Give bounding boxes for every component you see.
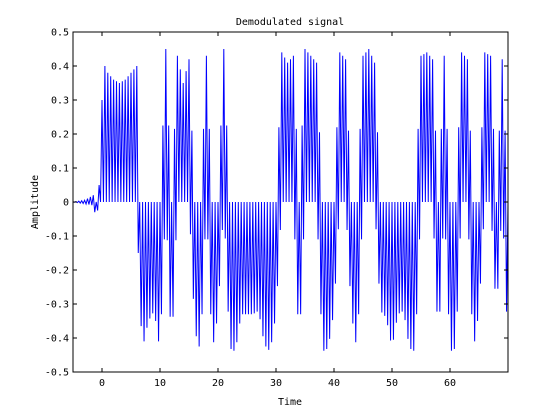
chart-title: Demodulated signal [236,17,344,28]
signal-layer [72,48,509,351]
y-tick-label: 0 [63,198,69,209]
x-tick-label: 30 [270,378,282,389]
tick-layer: 0 10 20 30 40 50 60 -0.5 -0.4 -0.3 -0.2 -0.1 0 0.1 0.2… [45,28,508,389]
x-axis-label: Time [278,397,302,408]
x-tick-label: 40 [328,378,340,389]
y-tick-label: 0.1 [51,164,69,175]
y-tick-label: -0.4 [45,334,69,345]
y-axis-label: Amplitude [30,175,41,229]
x-tick-label: 60 [444,378,456,389]
plot-frame [72,31,509,373]
x-tick-label: 0 [99,378,105,389]
signal-line [72,48,509,351]
y-tick-label: -0.3 [45,300,69,311]
x-tick-label: 50 [386,378,398,389]
y-tick-label: 0.4 [51,62,69,73]
x-tick-label: 10 [154,378,166,389]
y-tick-label: -0.2 [45,266,69,277]
x-tick-label: 20 [212,378,224,389]
y-tick-label: -0.5 [45,368,69,379]
y-tick-label: -0.1 [45,232,69,243]
y-tick-label: 0.3 [51,96,69,107]
y-tick-label: 0.2 [51,130,69,141]
y-tick-label: 0.5 [51,28,69,39]
